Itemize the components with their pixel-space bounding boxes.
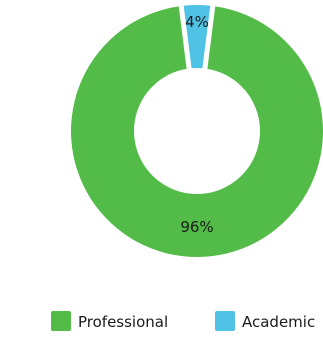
chart-slice-labels: 96% 4% [180, 13, 213, 236]
slice-label-professional: 96% [180, 218, 213, 236]
legend-label-academic: Academic [242, 313, 315, 331]
legend-label-professional: Professional [78, 313, 168, 331]
legend-swatch-professional [51, 311, 71, 331]
legend-item-professional: Professional [51, 311, 168, 331]
legend-swatch-academic [215, 311, 235, 331]
slice-professional [70, 6, 323, 257]
legend-item-academic: Academic [215, 311, 315, 331]
slice-label-academic: 4% [185, 13, 209, 31]
chart-legend: Professional Academic [51, 311, 315, 331]
chart-slices [70, 4, 323, 257]
slice-academic [183, 4, 211, 69]
